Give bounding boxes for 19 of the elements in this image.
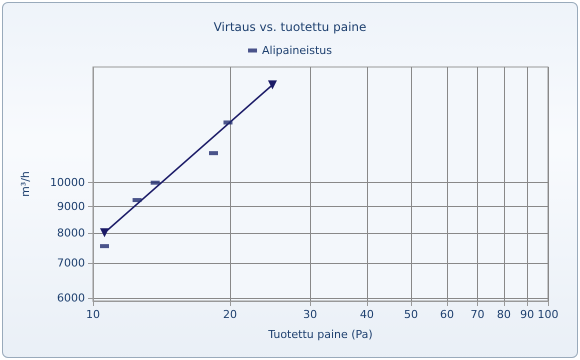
y-tick-label: 9000 (57, 200, 85, 213)
y-tick-label: 10000 (50, 176, 85, 190)
y-axis-title: m³/h (19, 171, 32, 197)
legend-label: Alipaineistus (262, 44, 332, 57)
x-tick-label: 60 (440, 308, 454, 321)
x-tick-label: 40 (360, 308, 374, 321)
x-tick-label: 70 (470, 308, 485, 321)
x-tick-label: 80 (496, 308, 511, 321)
x-axis-title: Tuotettu paine (Pa) (267, 328, 373, 341)
y-tick-label: 6000 (57, 291, 85, 304)
x-tick-label: 100 (538, 308, 558, 321)
chart-title: Virtaus vs. tuotettu paine (214, 20, 366, 34)
x-tick-label: 30 (303, 308, 318, 321)
x-tick-label: 20 (222, 308, 237, 321)
x-tick-label: 90 (520, 308, 534, 321)
y-tick-label: 8000 (57, 226, 85, 240)
x-tick-label: 10 (86, 308, 100, 321)
y-tick-label: 7000 (57, 256, 85, 270)
x-tick-label: 50 (404, 308, 418, 321)
